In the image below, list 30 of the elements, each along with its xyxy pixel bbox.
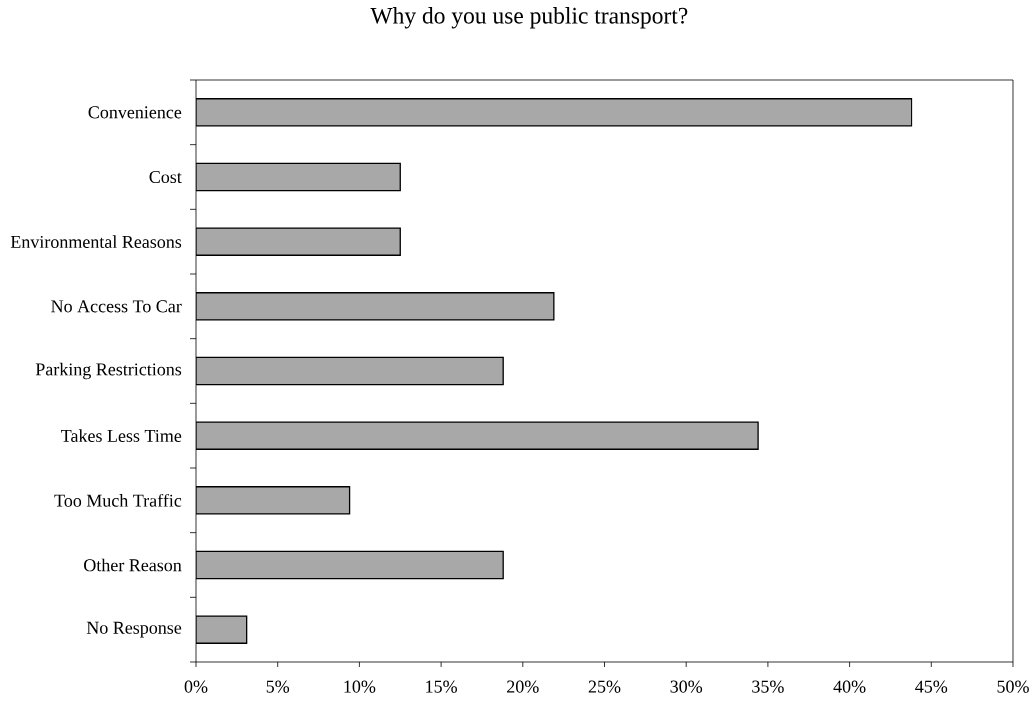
x-tick-label: 10% [344,680,376,693]
x-tick-label: 15% [426,680,457,693]
y-tick-label: Takes Less Time [61,429,182,442]
bar [196,227,401,256]
bar [196,550,504,580]
x-tick-label: 50% [997,680,1029,693]
y-tick-label: Parking Restrictions [35,362,182,380]
y-tick-label: Environmental Reasons [10,235,182,248]
y-tick-label: No Response [86,621,182,638]
chart-title: Why do you use public transport? [370,7,688,29]
y-tick-label: Cost [149,170,182,184]
y-tick-label: Convenience [88,106,182,119]
y-tick-label: Too Much Traffic [54,493,182,507]
x-tick-label: 45% [915,680,948,693]
bar [196,486,351,515]
x-tick-label: 20% [507,680,539,693]
bar [196,162,401,192]
bar [196,292,555,321]
x-tick-label: 35% [752,680,784,693]
bar [196,356,504,386]
bar [196,98,913,127]
x-tick-label: 0% [184,680,208,693]
y-tick-label: Other Reason [84,558,182,572]
x-tick-label: 40% [833,680,866,693]
y-tick-label: No Access To Car [51,300,182,313]
x-tick-label: 30% [670,680,703,693]
bar [196,421,759,450]
bar [196,615,248,644]
x-tick-label: 25% [588,680,621,693]
x-tick-label: 5% [266,680,290,693]
